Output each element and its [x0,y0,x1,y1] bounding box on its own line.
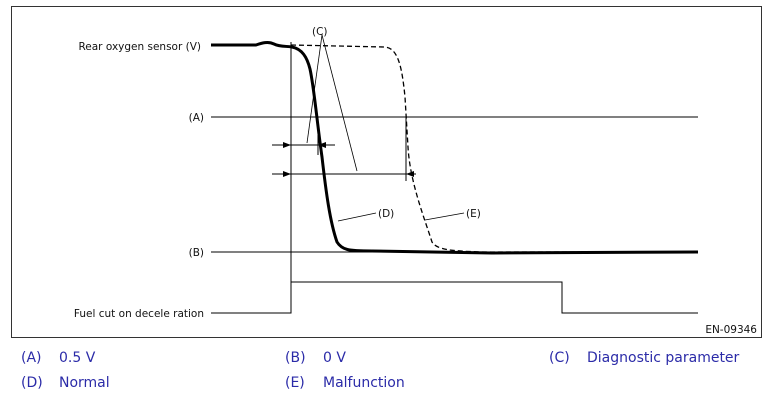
leader-e [424,212,465,221]
leader-c-2 [321,34,358,172]
legend-item-a: (A) 0.5 V [21,350,95,366]
legend-item-e: (E) Malfunction [285,375,405,391]
label-c: (C) [312,26,328,38]
label-d: (D) [378,208,394,220]
label-e: (E) [466,208,481,220]
legend-text-c: Diagnostic parameter [587,350,740,366]
legend: (A) 0.5 V (B) 0 V (C) Diagnostic parameter … [0,344,772,400]
label-b: (B) [189,247,204,259]
legend-text-a: 0.5 V [59,350,96,366]
legend-item-c: (C) Diagnostic parameter [549,350,739,366]
legend-key-a: (A) [21,350,42,366]
rear-sensor-label: Rear oxygen sensor (V) [78,41,201,53]
legend-item-b: (B) 0 V [285,350,346,366]
legend-key-d: (D) [21,375,43,391]
legend-text-d: Normal [59,375,110,391]
timing-diagram: Rear oxygen sensor (V) (A) (B) (C) (D) (… [11,6,762,338]
normal-curve [211,40,699,255]
legend-text-b: 0 V [323,350,346,366]
leader-c-1 [306,34,323,144]
legend-key-b: (B) [285,350,306,366]
legend-text-e: Malfunction [323,375,405,391]
leader-d [337,212,377,222]
legend-key-c: (C) [549,350,570,366]
fuel-cut-signal [211,281,698,314]
legend-key-e: (E) [285,375,305,391]
label-a: (A) [189,112,204,124]
diagram-canvas: Rear oxygen sensor (V) (A) (B) (C) (D) (… [74,26,757,336]
figure-code: EN-09346 [705,324,757,336]
fuel-cut-label: Fuel cut on decele ration [74,308,204,320]
legend-item-d: (D) Normal [21,375,110,391]
malfunction-curve [290,44,698,253]
